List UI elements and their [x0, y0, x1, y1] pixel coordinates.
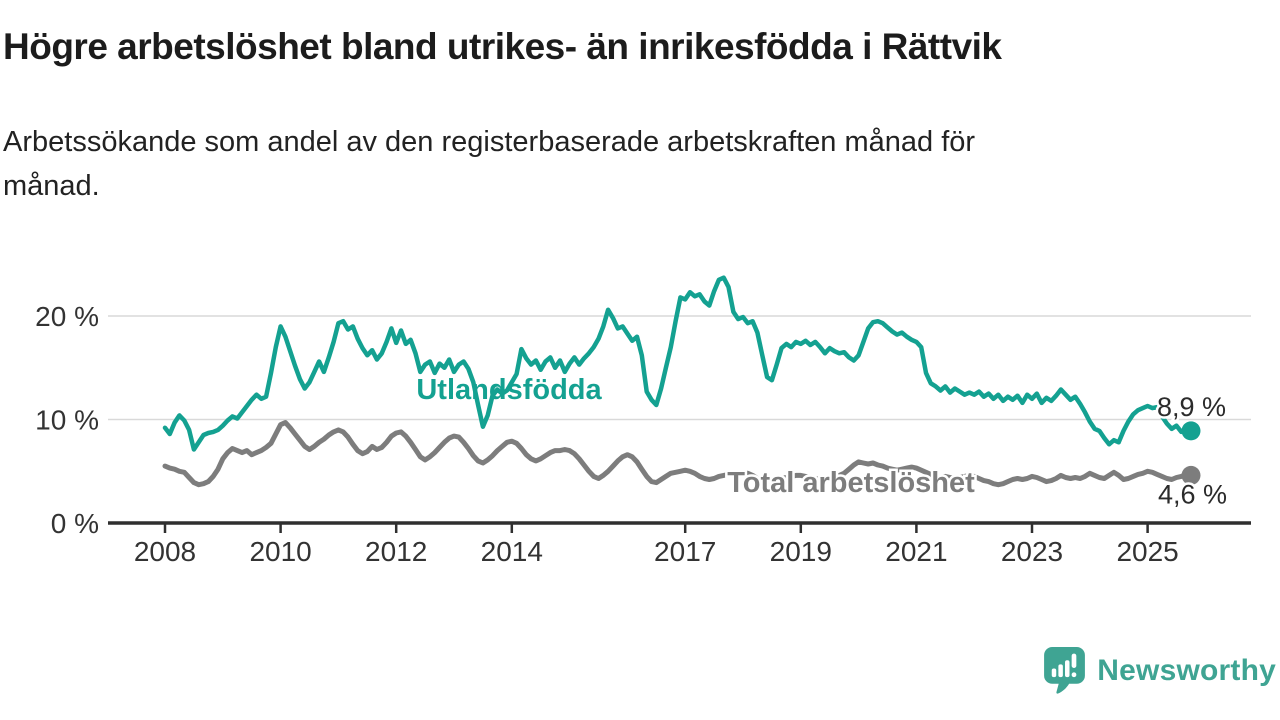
total-arbetsloshet-series-label: Total arbetslöshet [727, 467, 975, 499]
x-tick-label-2014: 2014 [481, 536, 543, 567]
x-tick-label-2012: 2012 [365, 536, 427, 567]
y-axis-label-group: 0 % 10 % 20 % [35, 301, 99, 539]
y-tick-label-20: 20 % [35, 301, 99, 332]
gridline-group [108, 315, 1251, 421]
newsworthy-logo[interactable]: Newsworthy [1042, 646, 1276, 696]
y-tick-label-0: 0 % [51, 508, 99, 539]
subtitle-line-1: Arbetssökande som andel av den registerb… [3, 126, 976, 158]
newsworthy-wordmark: Newsworthy [1097, 654, 1276, 687]
x-tick-group: 2008 2010 2012 2014 2017 2019 2021 2023 2025 [134, 524, 1179, 567]
page-subtitle: Arbetssökande som andel av den registerb… [3, 120, 1233, 208]
page-title: Högre arbetslöshet bland utrikes- än inr… [3, 26, 1002, 67]
utlandsfodda-line [162, 275, 1194, 452]
x-tick-label-2021: 2021 [885, 536, 947, 567]
series-group: Total arbetslöshet Utlandsfödda [162, 275, 1201, 502]
newsworthy-bubble-bar-chart-icon [1044, 647, 1086, 694]
x-tick-label-2017: 2017 [654, 536, 716, 567]
x-tick-label-2019: 2019 [770, 536, 832, 567]
total-arbetsloshet-end-value-label: 4,6 % [1158, 479, 1227, 509]
x-tick-label-2025: 2025 [1116, 536, 1178, 567]
utlandsfodda-end-value-label: 8,9 % [1157, 392, 1226, 422]
total-arbetsloshet-endpoint-dot [1181, 465, 1201, 485]
total-arbetsloshet-line [162, 420, 1194, 488]
x-tick-label-2008: 2008 [134, 536, 196, 567]
subtitle-line-2: månad. [3, 170, 100, 202]
x-tick-label-2010: 2010 [249, 536, 311, 567]
y-tick-label-10: 10 % [35, 405, 99, 436]
x-tick-label-2023: 2023 [1001, 536, 1063, 567]
utlandsfodda-endpoint-dot [1181, 421, 1201, 441]
